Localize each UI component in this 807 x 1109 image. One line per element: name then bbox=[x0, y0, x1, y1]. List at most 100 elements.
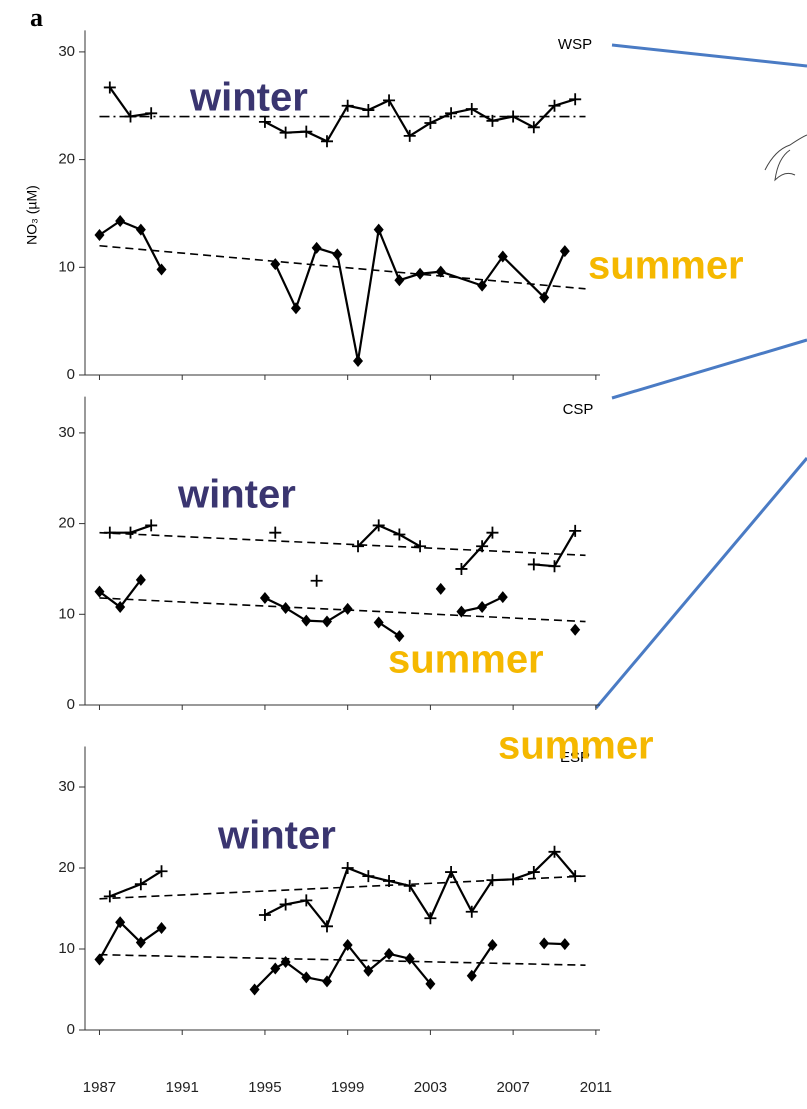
diamond-marker bbox=[342, 602, 353, 615]
plus-marker bbox=[548, 845, 561, 858]
diamond-marker bbox=[477, 279, 488, 292]
plus-marker bbox=[486, 114, 499, 127]
plus-marker bbox=[258, 115, 271, 128]
series-line bbox=[99, 580, 575, 636]
diamond-marker bbox=[373, 223, 384, 236]
annotation: summer bbox=[498, 724, 654, 768]
diamond-marker bbox=[301, 971, 312, 984]
connector bbox=[611, 338, 807, 400]
annotation: summer bbox=[588, 244, 744, 288]
diamond-marker bbox=[559, 938, 570, 951]
plus-marker bbox=[155, 865, 168, 878]
x-tick-label: 1999 bbox=[331, 1079, 364, 1096]
x-tick-label: 2011 bbox=[580, 1079, 612, 1096]
plus-marker bbox=[455, 562, 468, 575]
plus-marker bbox=[424, 912, 437, 925]
plus-marker bbox=[362, 104, 375, 117]
plus-marker bbox=[527, 558, 540, 571]
diamond-marker bbox=[342, 938, 353, 951]
y-tick-label: 30 bbox=[58, 778, 75, 795]
diamond-marker bbox=[301, 614, 312, 627]
diamond-marker bbox=[156, 921, 167, 934]
diamond-marker bbox=[559, 245, 570, 258]
x-tick-label: 1991 bbox=[166, 1079, 199, 1096]
diamond-marker bbox=[249, 983, 260, 996]
y-tick-label: 10 bbox=[58, 940, 75, 957]
plus-marker bbox=[279, 898, 292, 911]
diamond-marker bbox=[332, 248, 343, 261]
panel-label: a bbox=[30, 3, 43, 32]
series-line bbox=[108, 86, 576, 143]
diamond-marker bbox=[487, 938, 498, 951]
diamond-marker bbox=[353, 354, 364, 367]
connector bbox=[594, 457, 807, 709]
series-line bbox=[109, 850, 577, 929]
diamond-marker bbox=[135, 573, 146, 586]
plus-marker bbox=[465, 102, 478, 115]
trend-line bbox=[99, 531, 586, 557]
x-tick-label: 1995 bbox=[248, 1079, 281, 1096]
plus-marker bbox=[103, 81, 116, 94]
plus-marker bbox=[341, 862, 354, 874]
plus-marker bbox=[527, 866, 540, 879]
diamond-marker bbox=[259, 591, 270, 604]
panel-name: WSP bbox=[558, 36, 592, 53]
plus-marker bbox=[569, 524, 582, 537]
diamond-marker bbox=[280, 601, 291, 614]
diamond-marker bbox=[415, 267, 426, 280]
map-fragment bbox=[764, 134, 807, 182]
diamond-marker bbox=[280, 955, 291, 968]
diamond-marker bbox=[435, 582, 446, 595]
plus-marker bbox=[424, 116, 437, 129]
plus-marker bbox=[279, 126, 292, 139]
series-line bbox=[98, 219, 566, 362]
x-tick-label: 2007 bbox=[496, 1079, 529, 1096]
diamond-marker bbox=[539, 937, 550, 950]
series-line bbox=[109, 524, 577, 570]
trend-line bbox=[99, 597, 586, 623]
annotation: winter bbox=[217, 814, 336, 858]
connector bbox=[611, 43, 807, 68]
diamond-marker bbox=[394, 274, 405, 287]
diamond-marker bbox=[570, 623, 581, 636]
plus-marker bbox=[527, 121, 540, 134]
plus-marker bbox=[486, 526, 499, 539]
plus-marker bbox=[310, 574, 323, 587]
plus-marker bbox=[124, 526, 137, 539]
y-tick-label: 30 bbox=[58, 43, 75, 60]
diamond-marker bbox=[115, 214, 126, 227]
diamond-marker bbox=[311, 241, 322, 254]
diamond-marker bbox=[394, 630, 405, 643]
annotation: winter bbox=[189, 76, 308, 120]
y-tick-label: 20 bbox=[58, 515, 75, 532]
plus-marker bbox=[383, 94, 396, 107]
diamond-marker bbox=[425, 977, 436, 990]
annotation: winter bbox=[177, 473, 296, 517]
plus-marker bbox=[393, 528, 406, 541]
diamond-marker bbox=[321, 615, 332, 628]
plus-marker bbox=[362, 870, 375, 883]
diamond-marker bbox=[135, 936, 146, 949]
diamond-marker bbox=[290, 302, 301, 315]
plus-marker bbox=[414, 540, 427, 553]
y-tick-label: 10 bbox=[58, 258, 75, 275]
y-tick-label: 10 bbox=[58, 605, 75, 622]
plus-marker bbox=[569, 93, 582, 106]
x-tick-label: 1987 bbox=[83, 1079, 116, 1096]
plus-marker bbox=[269, 526, 282, 539]
y-tick-label: 30 bbox=[58, 424, 75, 441]
diamond-marker bbox=[497, 591, 508, 604]
plus-marker bbox=[465, 905, 478, 918]
plus-marker bbox=[320, 920, 333, 933]
plus-marker bbox=[258, 908, 271, 921]
series-line bbox=[98, 920, 565, 991]
diamond-marker bbox=[115, 601, 126, 614]
panel-name: CSP bbox=[563, 401, 594, 418]
plus-marker bbox=[548, 99, 561, 112]
y-tick-label: 20 bbox=[58, 859, 75, 876]
plus-marker bbox=[145, 519, 158, 532]
connector-lines bbox=[594, 43, 807, 709]
y-tick-label: 20 bbox=[58, 151, 75, 168]
diamond-marker bbox=[94, 228, 105, 241]
